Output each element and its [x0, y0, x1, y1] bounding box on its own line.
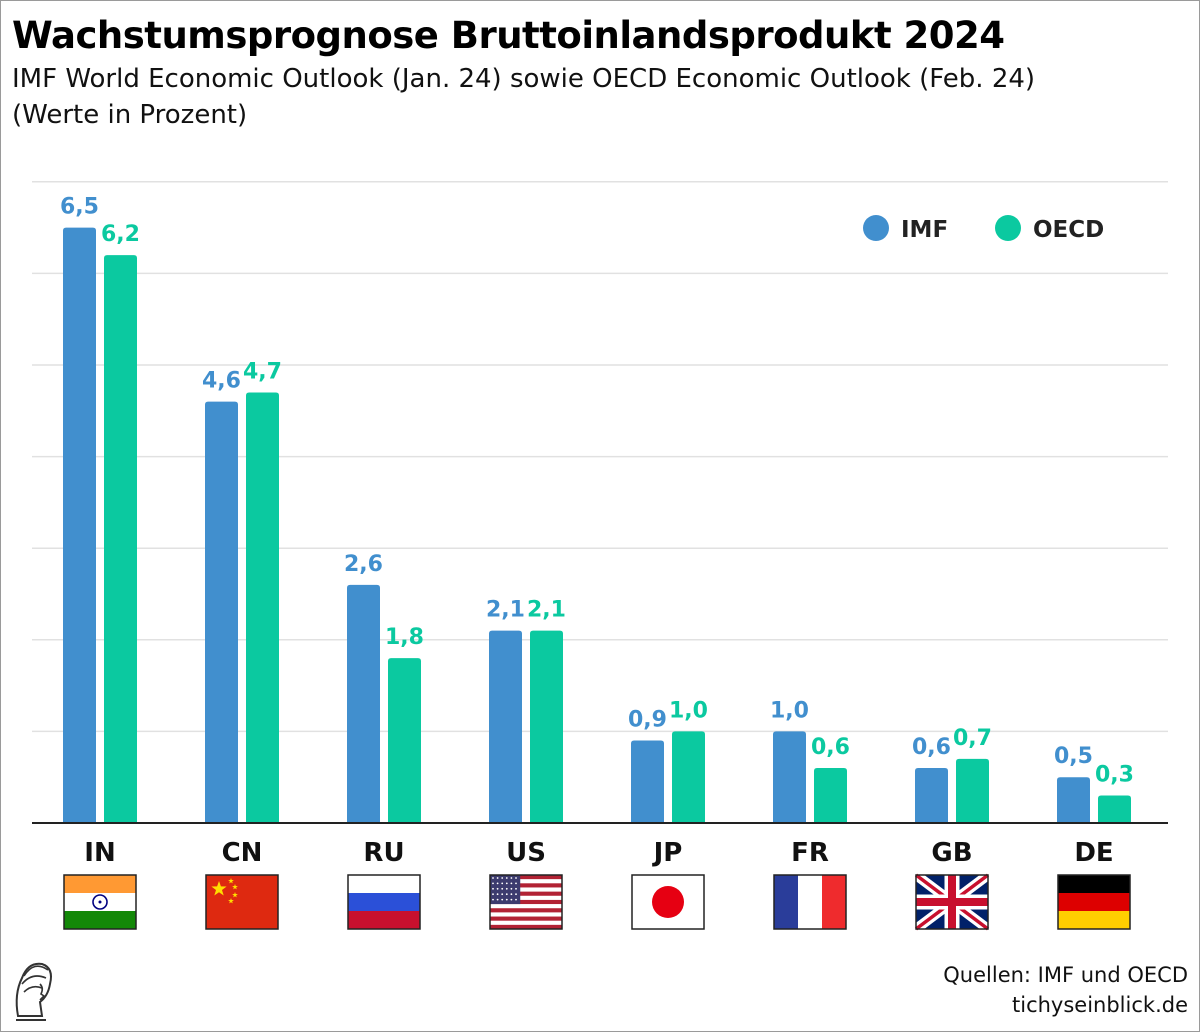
- category-label: RU: [363, 838, 404, 868]
- bar-oecd: [388, 658, 421, 823]
- chart-unit-note: (Werte in Prozent): [12, 100, 248, 130]
- bar-oecd: [104, 255, 137, 823]
- bar-oecd: [672, 731, 705, 823]
- bar-imf: [347, 584, 380, 823]
- bar-oecd: [956, 758, 989, 823]
- bar-imf: [1057, 777, 1090, 823]
- source-text: Quellen: IMF und OECD: [943, 963, 1188, 987]
- data-label: 2,1: [527, 598, 566, 623]
- flag-usa-icon: [489, 874, 563, 930]
- bar-oecd: [530, 630, 563, 823]
- category-label: IN: [84, 838, 115, 868]
- flag-china-icon: [205, 874, 279, 930]
- chart-subtitle: IMF World Economic Outlook (Jan. 24) sow…: [12, 64, 1036, 94]
- legend-marker: [863, 215, 889, 241]
- bar-imf: [489, 630, 522, 823]
- legend-label: IMF: [901, 217, 948, 243]
- chart-title: Wachstumsprognose Bruttoinlandsprodukt 2…: [12, 14, 1005, 57]
- data-label: 1,0: [669, 698, 708, 723]
- bar-imf: [63, 227, 96, 824]
- data-label: 4,6: [202, 369, 241, 394]
- bar-oecd: [1098, 795, 1131, 823]
- legend-marker: [995, 215, 1021, 241]
- data-label: 2,6: [344, 552, 383, 577]
- category-label: JP: [652, 838, 683, 868]
- data-label: 4,7: [243, 359, 282, 384]
- flag-uk-icon: [913, 871, 991, 933]
- source-note: Quellen: IMF und OECD tichyseinblick.de: [943, 960, 1188, 1020]
- category-label: US: [506, 838, 546, 868]
- category-label: GB: [931, 838, 972, 868]
- flag-germany-icon: [1057, 874, 1131, 930]
- data-label: 1,0: [770, 698, 809, 723]
- bar-imf: [915, 768, 948, 823]
- bar-imf: [205, 401, 238, 823]
- publisher-logo-icon: [15, 962, 52, 1021]
- data-label: 6,2: [101, 222, 140, 247]
- legend-label: OECD: [1033, 217, 1104, 243]
- publisher-url: tichyseinblick.de: [1012, 993, 1188, 1017]
- bar-oecd: [814, 768, 847, 823]
- flag-france-icon: [773, 874, 847, 930]
- data-label: 6,5: [60, 195, 99, 220]
- data-label: 0,6: [811, 735, 850, 760]
- data-label: 0,7: [953, 726, 992, 751]
- flag-india-icon: [63, 874, 137, 930]
- category-label: CN: [222, 838, 263, 868]
- bar-imf: [773, 731, 806, 823]
- data-label: 0,9: [628, 708, 667, 733]
- data-label: 0,3: [1095, 763, 1134, 788]
- data-label: 0,6: [912, 735, 951, 760]
- flag-japan-icon: [631, 874, 705, 930]
- category-label: DE: [1074, 838, 1113, 868]
- data-label: 2,1: [486, 598, 525, 623]
- data-label: 1,8: [385, 625, 424, 650]
- bar-oecd: [246, 392, 279, 823]
- data-label: 0,5: [1054, 744, 1093, 769]
- flag-russia-icon: [347, 874, 421, 930]
- bar-imf: [631, 740, 664, 823]
- category-label: FR: [791, 838, 829, 868]
